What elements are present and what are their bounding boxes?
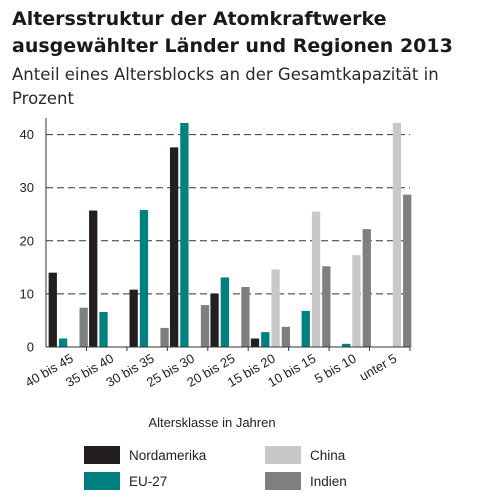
bar-EU-27-25 bis 30 bbox=[180, 122, 189, 347]
bar-EU-27-15 bis 20 bbox=[261, 332, 270, 347]
legend-swatch-EU-27 bbox=[84, 472, 120, 490]
legend-swatch-China bbox=[265, 446, 301, 464]
legend-swatch-Indien bbox=[265, 472, 301, 490]
bar-China-unter 5 bbox=[392, 122, 402, 347]
bar-Indien-10 bis 15 bbox=[322, 266, 331, 347]
bar-Nordamerika-20 bis 25 bbox=[210, 293, 219, 347]
bar-Nordamerika-25 bis 30 bbox=[169, 147, 179, 347]
bar-Indien-20 bis 25 bbox=[241, 287, 250, 347]
x-axis-label: Altersklasse in Jahren bbox=[148, 415, 275, 430]
y-tick-label: 40 bbox=[20, 127, 34, 142]
bar-Indien-30 bis 35 bbox=[160, 327, 169, 347]
bar-China-10 bis 15 bbox=[311, 211, 321, 347]
legend-label-Indien: Indien bbox=[310, 474, 347, 489]
legend-label-EU-27: EU-27 bbox=[129, 474, 167, 489]
bar-EU-27-35 bis 40 bbox=[99, 311, 108, 347]
bar-EU-27-10 bis 15 bbox=[301, 310, 310, 347]
y-tick-label: 20 bbox=[20, 233, 34, 248]
axes bbox=[45, 118, 411, 351]
bar-Nordamerika-15 bis 20 bbox=[250, 338, 260, 347]
y-tick-label: 10 bbox=[20, 286, 34, 301]
bar-Nordamerika-30 bis 35 bbox=[129, 289, 138, 347]
legend: Nordamerika EU-27 China Indien bbox=[84, 446, 347, 490]
chart-subtitle: Anteil eines Altersblocks an der Gesamtk… bbox=[12, 65, 439, 108]
y-tick-labels: 0 10 20 30 40 bbox=[20, 127, 34, 354]
bar-EU-27-30 bis 35 bbox=[139, 210, 149, 347]
bar-Indien-15 bis 20 bbox=[281, 326, 291, 347]
bar-Indien-5 bis 10 bbox=[362, 229, 371, 347]
bar-EU-27-20 bis 25 bbox=[220, 277, 229, 347]
bar-EU-27-40 bis 45 bbox=[58, 338, 68, 347]
y-tick-label: 30 bbox=[20, 180, 34, 195]
legend-swatch-Nordamerika bbox=[84, 446, 120, 464]
bar-Indien-40 bis 45 bbox=[79, 307, 88, 347]
chart-title: Altersstruktur der Atomkraftwerke ausgew… bbox=[12, 8, 453, 57]
y-tick-label: 0 bbox=[27, 340, 34, 355]
x-tick-label: unter 5 bbox=[357, 351, 400, 384]
bar-Nordamerika-35 bis 40 bbox=[89, 210, 98, 347]
x-tick-label: 5 bis 10 bbox=[312, 351, 359, 387]
bar-Indien-25 bis 30 bbox=[200, 305, 210, 347]
bar-Nordamerika-40 bis 45 bbox=[48, 272, 57, 347]
bar-China-5 bis 10 bbox=[352, 255, 361, 347]
bars bbox=[48, 122, 412, 347]
bar-Indien-unter 5 bbox=[403, 194, 412, 347]
legend-label-China: China bbox=[310, 448, 346, 463]
grid-lines bbox=[46, 134, 410, 295]
legend-label-Nordamerika: Nordamerika bbox=[129, 448, 207, 463]
bar-EU-27-5 bis 10 bbox=[342, 343, 351, 347]
bar-China-15 bis 20 bbox=[271, 269, 280, 347]
